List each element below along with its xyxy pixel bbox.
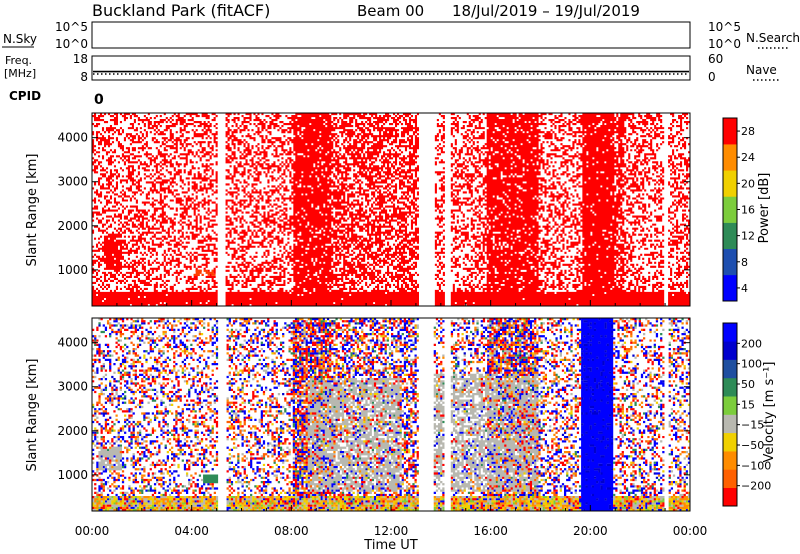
power-y-tick-label: 4000	[57, 131, 88, 145]
x-tick-label: 00:00	[673, 524, 708, 538]
velocity-colorbar-frame	[722, 322, 738, 507]
noise-panel: N.Sky 10^5 10^0 10^5 10^0 N.Search	[2, 20, 800, 51]
cpid-label: CPID	[9, 89, 41, 103]
power-colorbar-tick-label: 28	[741, 125, 755, 138]
nave-right-tick-top: 60	[708, 52, 723, 66]
velocity-cells-7	[94, 318, 691, 512]
power-cells-orange	[193, 269, 216, 276]
power-y-tick-label: 3000	[57, 175, 88, 189]
x-tick-label: 16:00	[473, 524, 508, 538]
velocity-heatmap-cells	[92, 318, 691, 512]
cpid-value: 0	[94, 92, 104, 108]
power-colorbar-tick-label: 12	[741, 230, 755, 243]
power-y-ticks: 1000 2000 3000 4000	[57, 131, 690, 277]
nave-right-tick-bottom: 0	[708, 70, 716, 84]
velocity-colorbar-tick-label: −15	[741, 419, 764, 432]
velocity-y-ticks: 1000 2000 3000 4000	[57, 336, 690, 482]
power-colorbar-tick-label: 8	[741, 256, 748, 269]
power-colorbar-swatch	[723, 170, 737, 197]
velocity-colorbar-swatch	[723, 359, 737, 379]
frequency-panel-frame	[91, 55, 691, 81]
power-colorbar-swatch	[723, 118, 737, 145]
velocity-colorbar: Velocity [m s⁻¹] 200 100 50 15 −15 −50 −100 −20…	[722, 322, 777, 507]
power-colorbar-swatch	[723, 144, 737, 171]
x-tick-label: 20:00	[573, 524, 608, 538]
freq-label-line2: [MHz]	[4, 67, 36, 80]
velocity-cells-6	[92, 318, 691, 512]
velocity-cells-5	[92, 318, 691, 512]
date-range-title: 18/Jul/2019 – 19/Jul/2019	[452, 2, 640, 20]
frequency-panel: Freq. [MHz] 18 8 60 0 Nave	[4, 52, 780, 84]
power-y-tick-label: 2000	[57, 219, 88, 233]
power-y-axis-label: Slant Range [km]	[25, 154, 40, 267]
power-cells-red	[92, 113, 691, 307]
x-tick-label: 04:00	[174, 524, 209, 538]
velocity-colorbar-tick-label: 50	[741, 378, 755, 391]
velocity-colorbar-tick-label: −200	[741, 480, 771, 493]
power-colorbar-tick-label: 24	[741, 151, 755, 164]
power-colorbar-swatch	[723, 248, 737, 276]
velocity-y-tick-label: 4000	[57, 336, 88, 350]
velocity-colorbar-swatch	[723, 451, 737, 470]
power-colorbar-swatch	[723, 222, 737, 250]
noise-left-tick-bottom: 10^0	[55, 37, 88, 51]
x-tick-label: 12:00	[374, 524, 409, 538]
velocity-colorbar-tick-label: 200	[741, 337, 762, 350]
x-axis-label: Time UT	[363, 538, 417, 553]
power-y-tick-label: 1000	[57, 263, 88, 277]
power-x-tick-marks	[91, 300, 691, 306]
freq-left-tick-top: 18	[73, 52, 88, 66]
velocity-colorbar-swatch	[723, 432, 737, 452]
velocity-colorbar-swatch	[723, 323, 737, 342]
velocity-cells-3	[92, 318, 688, 497]
noise-sky-label: N.Sky	[3, 32, 37, 46]
x-tick-label: 08:00	[274, 524, 309, 538]
velocity-colorbar-swatch	[723, 341, 737, 360]
velocity-y-tick-label: 1000	[57, 468, 88, 482]
velocity-y-tick-label: 3000	[57, 380, 88, 394]
power-heatmap-cells	[92, 113, 691, 307]
power-panel: 1000 2000 3000 4000 Slant Range [km]	[25, 112, 691, 307]
power-colorbar: Power [dB] 4 8 12 16 20 24 28	[722, 117, 772, 302]
velocity-colorbar-tick-label: −50	[741, 439, 764, 452]
velocity-colorbar-swatch	[723, 487, 737, 507]
velocity-cells-1	[92, 318, 688, 512]
velocity-colorbar-tick-label: −100	[741, 459, 771, 472]
noise-right-tick-bottom: 10^0	[708, 37, 741, 51]
velocity-colorbar-label: Velocity [m s⁻¹]	[762, 362, 777, 463]
velocity-colorbar-swatch	[723, 396, 737, 415]
velocity-colorbar-swatch	[723, 414, 737, 434]
power-colorbar-swatch	[723, 196, 737, 223]
velocity-y-tick-label: 2000	[57, 424, 88, 438]
noise-right-tick-top: 10^5	[708, 20, 741, 34]
velocity-colorbar-swatch	[723, 469, 737, 488]
power-colorbar-tick-label: 20	[741, 177, 755, 190]
station-title: Buckland Park (fitACF)	[92, 1, 270, 20]
noise-search-label: N.Search	[746, 31, 800, 45]
velocity-colorbar-tick-label: 100	[741, 358, 762, 371]
velocity-cells-8	[92, 318, 691, 497]
nave-label: Nave	[746, 63, 777, 77]
beam-title: Beam 00	[357, 2, 424, 20]
freq-left-tick-bottom: 8	[80, 70, 88, 84]
noise-left-tick-top: 10^5	[55, 20, 88, 34]
velocity-colorbar-tick-label: 15	[741, 398, 755, 411]
power-colorbar-tick-label: 4	[741, 282, 748, 295]
x-tick-label: 00:00	[75, 524, 110, 538]
noise-panel-frame	[91, 21, 691, 49]
velocity-x-ticks: 00:00 04:00 08:00 12:00 16:00 20:00 00:00	[75, 505, 708, 538]
velocity-panel: 1000 2000 3000 4000 00:00 04:00 08:00 12:00 16:…	[25, 317, 708, 553]
velocity-y-axis-label: Slant Range [km]	[25, 359, 40, 472]
power-colorbar-label: Power [dB]	[757, 173, 772, 244]
velocity-colorbar-swatch	[723, 377, 737, 397]
power-colorbar-swatch	[723, 274, 737, 302]
freq-label-line1: Freq.	[5, 54, 32, 67]
power-colorbar-tick-label: 16	[741, 204, 755, 217]
